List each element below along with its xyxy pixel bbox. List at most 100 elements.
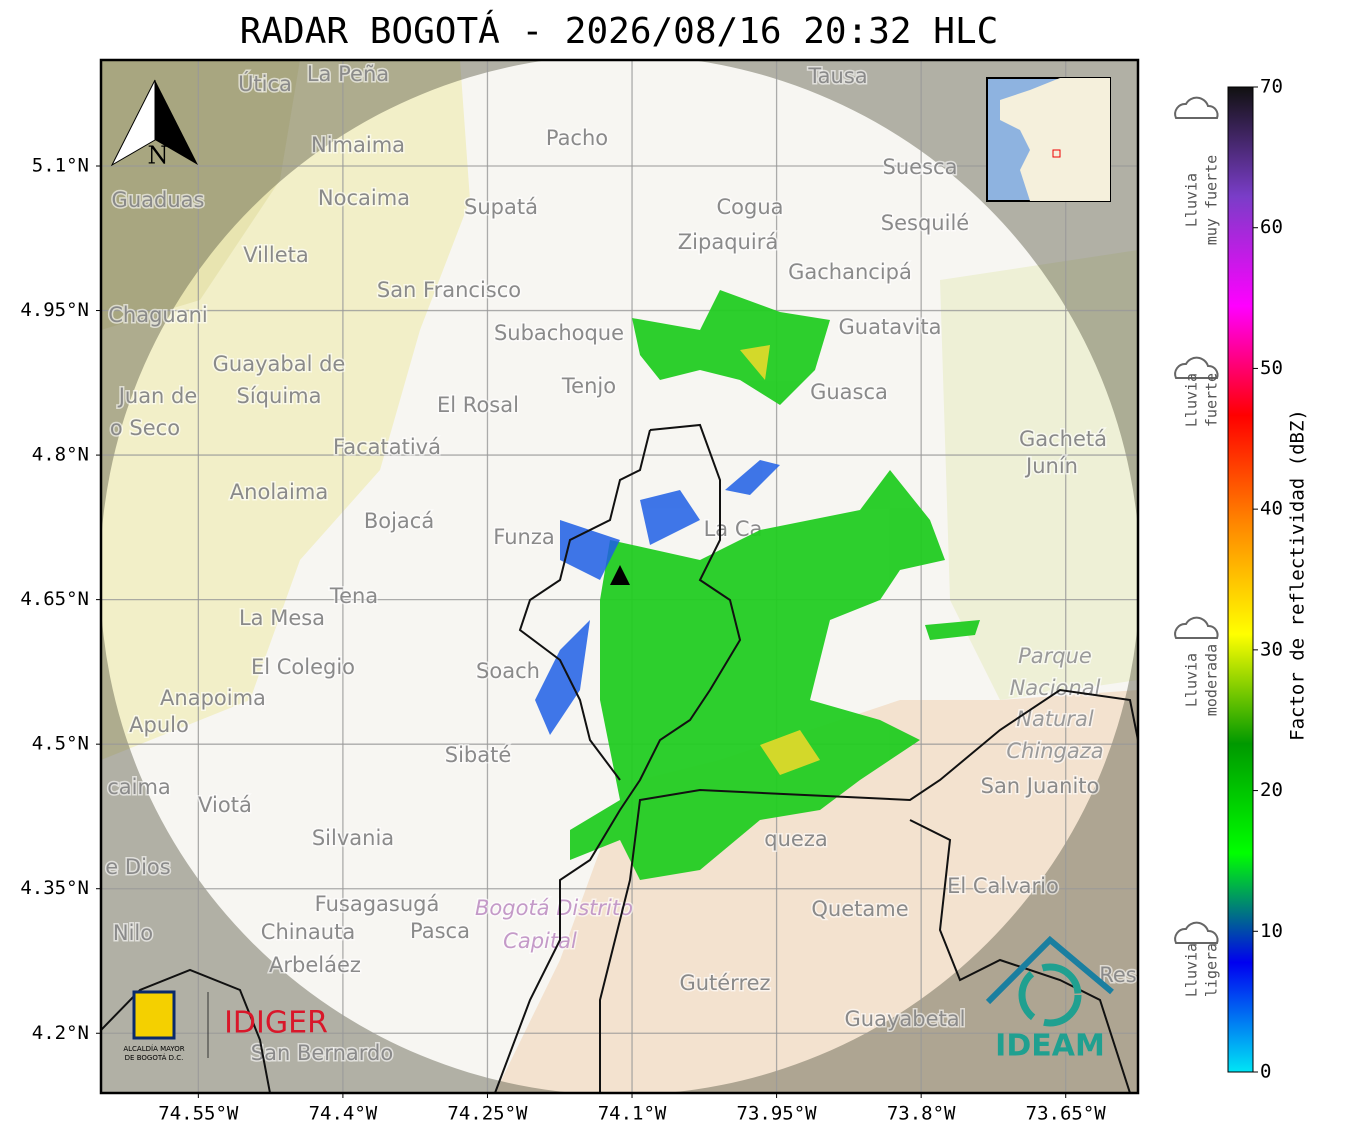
echo xyxy=(740,345,770,380)
map: La Peña Útica Tausa Pacho Nimaima Suesca Guadu… xyxy=(101,60,1138,1093)
place-label: San Francisco xyxy=(377,278,521,302)
boundary xyxy=(518,429,651,781)
y-tick-label: 4.5°N xyxy=(32,733,89,755)
x-tick-label: 73.65°W xyxy=(1026,1103,1107,1125)
place-label: Tenjo xyxy=(561,374,616,398)
colorbar-label: Factor de reflectividad (dBZ) xyxy=(1287,409,1309,741)
place-label: Subachoque xyxy=(494,321,624,345)
x-tick-label: 74.4°W xyxy=(309,1103,378,1125)
rain-label: muy fuerte xyxy=(1203,155,1221,245)
echo xyxy=(535,620,590,735)
place-label: Chinauta xyxy=(261,920,355,944)
place-label: Supatá xyxy=(464,195,538,219)
place-label: Guaduas xyxy=(112,188,205,212)
place-label: Tausa xyxy=(807,64,867,88)
place-label: El Colegio xyxy=(251,655,355,679)
inset-marker xyxy=(1052,149,1061,158)
colorbar-axis: 0 10 20 30 40 50 60 70 xyxy=(1253,76,1283,1083)
place-label: o Seco xyxy=(110,416,180,440)
place-label: Nacional xyxy=(1010,676,1101,700)
place-label: Sesquilé xyxy=(881,211,969,235)
arrow-right xyxy=(155,80,198,165)
place-label: Suesca xyxy=(883,155,958,179)
place-label: Guatavita xyxy=(839,315,942,339)
place-label: Nocaima xyxy=(318,186,410,210)
place-label: Bojacá xyxy=(364,509,434,533)
place-label: Anolaima xyxy=(230,480,328,504)
place-label: Guayabetal xyxy=(845,1007,966,1031)
echo xyxy=(640,490,700,545)
place-label: Chaguani xyxy=(108,303,208,327)
rain-label: Lluvia xyxy=(1183,173,1201,227)
place-label: Viotá xyxy=(198,793,252,817)
place-label: Anapoima xyxy=(160,686,266,710)
colorbar-tick-label: 70 xyxy=(1260,76,1283,98)
radar-echoes-weak xyxy=(535,460,780,735)
place-label: Chingaza xyxy=(1006,739,1103,763)
logos: ALCALDÍA MAYOR DE BOGOTÁ D.C. IDIGER IDE… xyxy=(123,935,1114,1064)
place-label: Capital xyxy=(503,929,577,953)
radar-site xyxy=(610,565,630,585)
boundary xyxy=(494,423,742,1093)
inset-map xyxy=(986,77,1111,202)
place-label: Nimaima xyxy=(311,133,405,157)
place-label: Síquima xyxy=(237,384,322,408)
place-label: Pasca xyxy=(410,919,470,943)
place-label: Silvania xyxy=(312,826,394,850)
x-tick-label: 73.95°W xyxy=(737,1103,818,1125)
y-tick-label: 4.95°N xyxy=(20,299,89,321)
place-label: Nilo xyxy=(113,921,153,945)
rain-category: Lluvia moderada xyxy=(1174,616,1221,716)
place-label: Fusagasugá xyxy=(315,892,440,916)
place-label: Pacho xyxy=(546,126,608,150)
colorbar-tick-label: 60 xyxy=(1260,216,1283,238)
place-labels: La Peña Útica Tausa Pacho Nimaima Suesca Guadu… xyxy=(104,61,1138,1067)
x-tick-label: 74.25°W xyxy=(447,1103,528,1125)
rain-label: ligera xyxy=(1203,943,1221,997)
colorbar-tick-label: 20 xyxy=(1260,779,1283,801)
echo xyxy=(632,290,830,405)
echo xyxy=(760,730,820,775)
place-label: Parque xyxy=(1018,644,1092,668)
colorbar-tick-label: 50 xyxy=(1260,357,1283,379)
rain-label: fuerte xyxy=(1203,373,1221,427)
place-label: Sibaté xyxy=(445,743,512,767)
ideam-logo: IDEAM xyxy=(995,1029,1105,1064)
boundary xyxy=(599,688,1138,1093)
place-label: Res xyxy=(1099,963,1137,987)
place-label: caima xyxy=(107,775,171,799)
cloud-icon xyxy=(1174,356,1219,379)
place-label: Soach xyxy=(476,659,540,683)
echo xyxy=(560,520,620,580)
title: RADAR BOGOTÁ - 2026/08/16 20:32 HLC xyxy=(240,10,999,52)
place-label: La Mesa xyxy=(239,606,325,630)
map-frame xyxy=(99,58,1140,1095)
place-label: Bogotá Distrito xyxy=(475,896,633,920)
alcaldia-text: DE BOGOTÁ D.C. xyxy=(125,1053,184,1062)
y-tick-label: 4.65°N xyxy=(20,588,89,610)
place-label: El Rosal xyxy=(437,393,519,417)
rain-label: Lluvia xyxy=(1183,653,1201,707)
place-label: Gachancipá xyxy=(788,260,912,284)
colorbar-tick-label: 40 xyxy=(1260,498,1283,520)
place-label: Apulo xyxy=(129,713,189,737)
colorbar-tick-label: 10 xyxy=(1260,920,1283,942)
y-tick-label: 4.35°N xyxy=(20,877,89,899)
place-label: Cogua xyxy=(716,195,783,219)
cloud-icon xyxy=(1174,921,1219,944)
place-label: Zipaquirá xyxy=(678,230,778,254)
place-label: Arbeláez xyxy=(269,953,361,977)
north-label: N xyxy=(148,142,169,170)
terrain-area xyxy=(940,250,1138,700)
colorbar-tick-label: 0 xyxy=(1260,1061,1271,1083)
ideam-roof xyxy=(985,935,1114,1005)
place-label: queza xyxy=(764,827,827,851)
alcaldia-text: ALCALDÍA MAYOR xyxy=(123,1044,184,1053)
rain-category: Lluvia fuerte xyxy=(1174,356,1221,427)
radar-echoes-moderate xyxy=(740,345,820,775)
place-label: Funza xyxy=(493,525,554,549)
north-arrow: N xyxy=(110,79,198,170)
boundary xyxy=(909,819,1131,1093)
place-label: Guayabal de xyxy=(213,352,346,376)
